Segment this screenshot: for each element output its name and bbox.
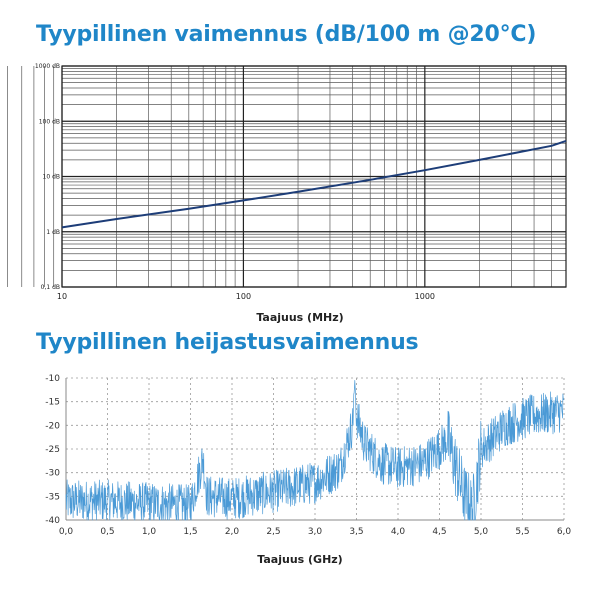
x-tick-label: 3,0 bbox=[308, 527, 323, 537]
x-tick-label: 2,0 bbox=[225, 527, 240, 537]
x-tick-label: 2,5 bbox=[266, 527, 280, 537]
y-tick-label: 0,1 dB bbox=[41, 284, 60, 291]
x-tick-label: 6,0 bbox=[557, 527, 572, 537]
x-tick-label: 4,5 bbox=[432, 527, 446, 537]
y-tick-label: 1000 dB bbox=[35, 63, 60, 70]
x-tick-label: 1000 bbox=[415, 292, 435, 301]
chart-title-attenuation: Tyypillinen vaimennus (dB/100 m @20°C) bbox=[36, 22, 537, 47]
x-axis-label: Taajuus (MHz) bbox=[256, 311, 343, 324]
attenuation-line bbox=[61, 139, 567, 229]
plot-frame bbox=[61, 65, 567, 288]
x-tick-label: 0,5 bbox=[100, 527, 114, 537]
y-tick-label: 1 dB bbox=[46, 229, 60, 236]
y-tick-label: -20 bbox=[45, 421, 60, 431]
return-loss-trace bbox=[65, 380, 565, 521]
x-tick-label: 10 bbox=[57, 292, 67, 301]
y-tick-label: -40 bbox=[45, 516, 60, 526]
x-tick-label: 0,0 bbox=[59, 527, 74, 537]
x-tick-label: 1,0 bbox=[142, 527, 157, 537]
chart-title-return-loss: Tyypillinen heijastusvaimennus bbox=[36, 330, 419, 355]
y-tick-label: -10 bbox=[45, 374, 60, 384]
x-tick-label: 3,5 bbox=[349, 527, 363, 537]
y-tick-label: 100 dB bbox=[39, 118, 60, 125]
attenuation-chart: 10 100 1000 0,1 dB 1 dB 10 dB 100 dB 1000 dB Taa… bbox=[7, 63, 567, 324]
y-tick-label: -35 bbox=[45, 492, 60, 502]
x-axis-label: Taajuus (GHz) bbox=[257, 553, 342, 566]
y-tick-label: 10 dB bbox=[43, 174, 60, 181]
x-tick-label: 4,0 bbox=[391, 527, 406, 537]
x-tick-label: 5,5 bbox=[515, 527, 529, 537]
y-tick-label: -25 bbox=[45, 445, 60, 455]
x-tick-label: 1,5 bbox=[183, 527, 197, 537]
x-tick-label: 100 bbox=[236, 292, 251, 301]
y-tick-label: -30 bbox=[45, 469, 60, 479]
y-tick-label: -15 bbox=[45, 398, 60, 408]
x-tick-label: 5,0 bbox=[474, 527, 489, 537]
